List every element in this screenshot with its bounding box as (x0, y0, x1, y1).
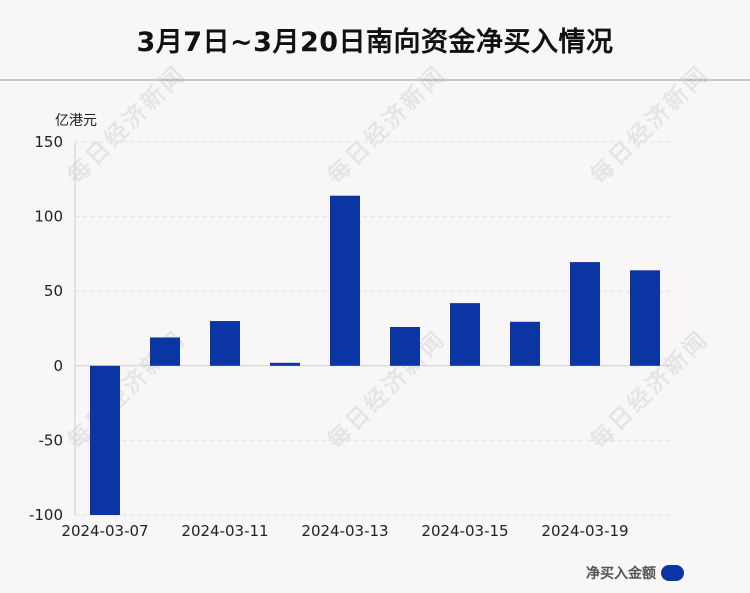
y-tick-label: -100 (29, 506, 63, 524)
y-tick-label: 100 (34, 208, 63, 226)
bar-2024-03-07 (90, 365, 120, 515)
x-tick-label: 2024-03-13 (301, 522, 388, 540)
legend-label: 净买入金额 (586, 566, 656, 582)
watermark-text: 每日经济新闻 (322, 60, 451, 189)
x-tick-label: 2024-03-19 (541, 522, 628, 540)
bar-2024-03-19 (570, 262, 600, 366)
bar-2024-03-20 (630, 270, 660, 366)
y-axis-label: 亿港元 (55, 113, 97, 129)
bar-2024-03-15 (450, 303, 480, 366)
y-tick-labels: 150 100 50 0 -50 -100 (29, 133, 63, 524)
chart-header: 3月7日~3月20日南向资金净买入情况 (0, 0, 750, 81)
bars (90, 195, 660, 515)
bar-2024-03-13 (330, 195, 360, 366)
y-tick-label: 50 (44, 282, 63, 300)
y-tick-label: -50 (39, 431, 64, 449)
bar-2024-03-11 (210, 321, 240, 366)
x-tick-label: 2024-03-07 (61, 522, 148, 540)
watermark-text: 每日经济新闻 (585, 60, 714, 189)
chart-title: 3月7日~3月20日南向资金净买入情况 (136, 27, 614, 58)
y-tick-label: 150 (34, 133, 63, 151)
bar-2024-03-14 (390, 327, 420, 366)
bar-2024-03-18 (510, 321, 540, 366)
legend-swatch (661, 565, 684, 581)
x-tick-label: 2024-03-11 (181, 522, 268, 540)
y-tick-label: 0 (53, 357, 63, 375)
bar-2024-03-08 (150, 337, 180, 366)
x-tick-labels: 2024-03-07 2024-03-11 2024-03-13 2024-03-15… (61, 522, 628, 540)
legend: 净买入金额 (586, 563, 684, 583)
x-tick-label: 2024-03-15 (421, 522, 508, 540)
bar-2024-03-12 (270, 362, 300, 366)
